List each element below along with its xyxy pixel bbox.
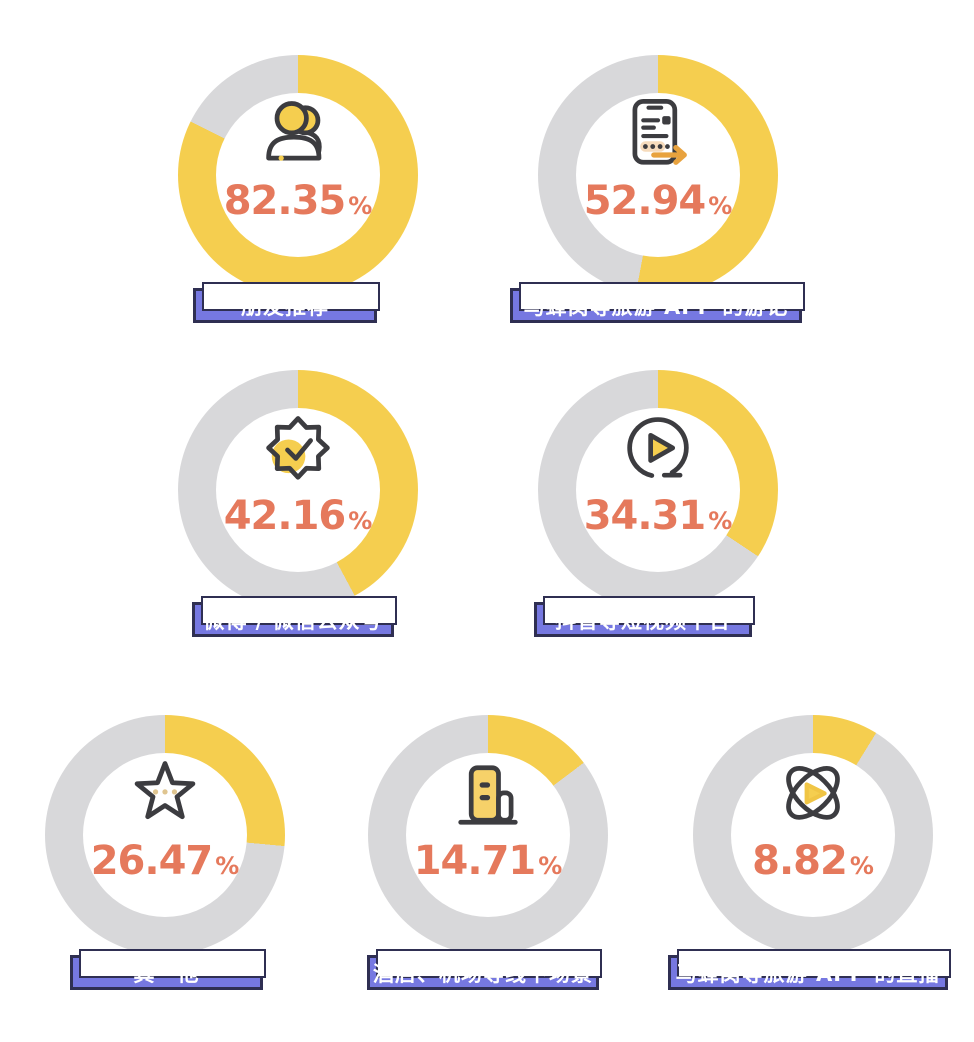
friends-icon <box>266 101 322 161</box>
donut-hole <box>216 408 380 572</box>
hotel-building-icon <box>458 765 518 825</box>
donut-hole <box>83 753 247 917</box>
category-label: 马蜂窝等旅游 APP 的直播 <box>668 949 951 990</box>
category-label: 酒店、机场等线下场景 <box>367 949 602 990</box>
video-play-icon <box>627 417 689 479</box>
donut-hole <box>731 753 895 917</box>
percent-sign: % <box>849 852 874 880</box>
percentage-value: 26.47% <box>90 838 240 884</box>
percentage-value: 42.16% <box>223 493 373 539</box>
donut-offline-scenes: 14.71% <box>368 715 608 955</box>
star-icon <box>134 761 196 820</box>
percent-sign: % <box>348 192 373 220</box>
donut-others: 26.47% <box>45 715 285 955</box>
category-label: 微博 / 微信公众号 <box>192 596 397 637</box>
travel-notes-icon <box>632 99 687 165</box>
percent-sign: % <box>215 852 240 880</box>
donut-travel-app-live: 8.82% <box>693 715 933 955</box>
category-label: 其 他 <box>70 949 266 990</box>
live-stream-icon <box>786 766 840 820</box>
percent-sign: % <box>708 192 733 220</box>
donut-travel-app-notes: 52.94% <box>538 55 778 295</box>
percent-sign: % <box>708 507 733 535</box>
donut-hole <box>576 408 740 572</box>
category-label: 抖音等短视频平台 <box>534 596 755 637</box>
verified-badge-icon <box>266 416 330 480</box>
category-label: 朋友推荐 <box>193 282 380 323</box>
percentage-value: 82.35% <box>223 178 373 224</box>
percent-sign: % <box>538 852 563 880</box>
percent-sign: % <box>348 507 373 535</box>
percentage-value: 52.94% <box>583 178 733 224</box>
donut-short-video: 34.31% <box>538 370 778 610</box>
percentage-value: 34.31% <box>583 493 733 539</box>
category-label: 马蜂窝等旅游 APP 的游记 <box>510 282 805 323</box>
percentage-value: 8.82% <box>752 838 874 884</box>
percentage-value: 14.71% <box>413 838 563 884</box>
donut-weibo-wechat: 42.16% <box>178 370 418 610</box>
donut-friend-recommendation: 82.35% <box>178 55 418 295</box>
